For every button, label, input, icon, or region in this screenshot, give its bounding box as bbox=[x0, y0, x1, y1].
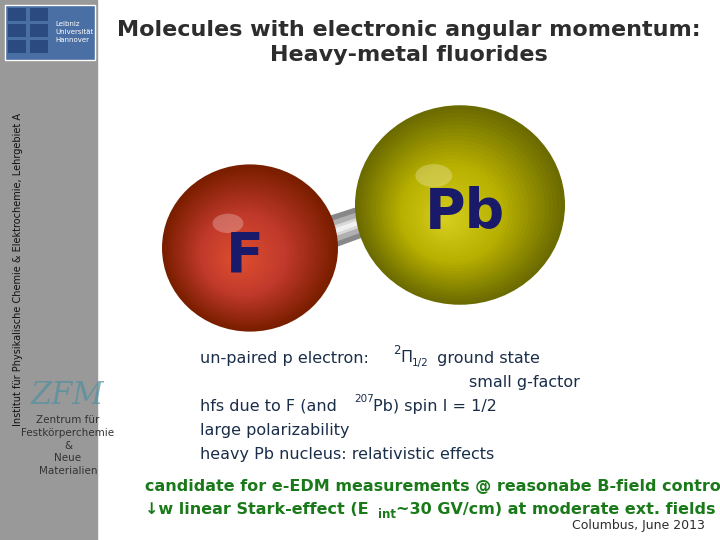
Ellipse shape bbox=[174, 180, 321, 320]
Ellipse shape bbox=[436, 209, 456, 229]
Ellipse shape bbox=[182, 190, 311, 313]
Polygon shape bbox=[285, 203, 410, 251]
Ellipse shape bbox=[227, 248, 251, 271]
Text: candidate for e-EDM measurements @ reasonabe B-field control: candidate for e-EDM measurements @ reaso… bbox=[145, 478, 720, 494]
Bar bbox=[5, 5, 95, 60]
Text: small g-factor: small g-factor bbox=[469, 375, 580, 389]
Text: ~30 GV/cm) at moderate ext. fields: ~30 GV/cm) at moderate ext. fields bbox=[396, 503, 716, 517]
Ellipse shape bbox=[382, 140, 528, 280]
Ellipse shape bbox=[402, 167, 500, 260]
Ellipse shape bbox=[384, 144, 525, 276]
Polygon shape bbox=[285, 190, 410, 266]
Ellipse shape bbox=[162, 164, 338, 332]
Ellipse shape bbox=[220, 239, 261, 278]
Ellipse shape bbox=[429, 201, 464, 235]
Text: F: F bbox=[226, 229, 264, 283]
Ellipse shape bbox=[179, 187, 315, 315]
Text: Heavy-metal fluorides: Heavy-metal fluorides bbox=[269, 45, 547, 65]
Ellipse shape bbox=[426, 198, 469, 238]
Ellipse shape bbox=[167, 171, 331, 327]
Ellipse shape bbox=[370, 125, 545, 291]
Text: Pb) spin I = 1/2: Pb) spin I = 1/2 bbox=[373, 399, 497, 414]
Ellipse shape bbox=[229, 252, 247, 268]
Text: Columbus, June 2013: Columbus, June 2013 bbox=[572, 518, 705, 531]
Bar bbox=[30, 8, 48, 21]
Text: int: int bbox=[378, 508, 396, 521]
Ellipse shape bbox=[388, 147, 521, 274]
Bar bbox=[0, 0, 97, 540]
Text: ↓w linear Stark-effect (E: ↓w linear Stark-effect (E bbox=[145, 503, 369, 517]
Ellipse shape bbox=[234, 258, 240, 264]
Ellipse shape bbox=[412, 178, 489, 252]
Ellipse shape bbox=[172, 177, 325, 322]
Bar bbox=[30, 40, 48, 53]
Ellipse shape bbox=[420, 190, 477, 243]
Text: Institut für Physikalische Chemie & Elektrochemie, Lehrgebiet A: Institut für Physikalische Chemie & Elek… bbox=[13, 113, 23, 427]
Ellipse shape bbox=[358, 109, 561, 302]
Ellipse shape bbox=[400, 163, 505, 263]
Ellipse shape bbox=[367, 120, 549, 294]
Ellipse shape bbox=[202, 216, 284, 294]
Ellipse shape bbox=[222, 242, 257, 275]
Ellipse shape bbox=[423, 194, 472, 240]
Ellipse shape bbox=[405, 171, 497, 257]
Ellipse shape bbox=[408, 174, 492, 254]
Bar bbox=[8, 40, 26, 53]
Ellipse shape bbox=[373, 129, 541, 288]
Text: ground state: ground state bbox=[432, 350, 540, 366]
Ellipse shape bbox=[199, 213, 287, 296]
Ellipse shape bbox=[391, 151, 517, 271]
Ellipse shape bbox=[215, 232, 267, 282]
Ellipse shape bbox=[415, 183, 485, 249]
Ellipse shape bbox=[355, 105, 565, 305]
Ellipse shape bbox=[438, 213, 452, 226]
Ellipse shape bbox=[364, 117, 553, 296]
Ellipse shape bbox=[210, 226, 274, 287]
Ellipse shape bbox=[376, 132, 537, 285]
Text: hfs due to F (and: hfs due to F (and bbox=[200, 399, 342, 414]
Ellipse shape bbox=[217, 235, 264, 280]
Ellipse shape bbox=[192, 203, 297, 303]
Ellipse shape bbox=[232, 255, 243, 266]
Ellipse shape bbox=[169, 174, 328, 325]
Bar bbox=[8, 8, 26, 21]
Text: large polarizability: large polarizability bbox=[200, 422, 349, 437]
Ellipse shape bbox=[177, 184, 318, 318]
Ellipse shape bbox=[394, 156, 513, 268]
Text: 2: 2 bbox=[393, 345, 400, 357]
Ellipse shape bbox=[184, 193, 307, 310]
Ellipse shape bbox=[187, 197, 305, 308]
Ellipse shape bbox=[204, 219, 281, 292]
Ellipse shape bbox=[432, 205, 460, 232]
Ellipse shape bbox=[225, 245, 253, 273]
Ellipse shape bbox=[212, 229, 271, 285]
Ellipse shape bbox=[197, 210, 291, 299]
Text: 1/2: 1/2 bbox=[412, 358, 428, 368]
Text: Zentrum für
Festkörperchemie
&
Neue
Materialien: Zentrum für Festkörperchemie & Neue Mate… bbox=[22, 415, 114, 476]
Polygon shape bbox=[285, 200, 410, 254]
Text: Π: Π bbox=[400, 350, 412, 366]
Text: un-paired p electron:: un-paired p electron: bbox=[200, 350, 374, 366]
Bar bbox=[8, 24, 26, 37]
Ellipse shape bbox=[164, 167, 335, 329]
Bar bbox=[30, 24, 48, 37]
Ellipse shape bbox=[379, 136, 533, 282]
Polygon shape bbox=[285, 195, 410, 260]
Ellipse shape bbox=[212, 214, 243, 233]
Ellipse shape bbox=[194, 206, 294, 301]
Ellipse shape bbox=[441, 217, 449, 224]
Text: Pb: Pb bbox=[425, 186, 505, 240]
Text: 207: 207 bbox=[354, 394, 374, 404]
Text: ZFM: ZFM bbox=[31, 380, 105, 410]
Ellipse shape bbox=[361, 113, 557, 299]
Ellipse shape bbox=[418, 186, 480, 246]
Text: Molecules with electronic angular momentum:: Molecules with electronic angular moment… bbox=[117, 20, 701, 40]
Ellipse shape bbox=[189, 200, 301, 306]
Ellipse shape bbox=[207, 222, 277, 289]
Text: heavy Pb nucleus: relativistic effects: heavy Pb nucleus: relativistic effects bbox=[200, 447, 494, 462]
Ellipse shape bbox=[397, 159, 508, 266]
Text: Leibniz
Universität
Hannover: Leibniz Universität Hannover bbox=[55, 22, 94, 43]
Ellipse shape bbox=[415, 164, 452, 187]
